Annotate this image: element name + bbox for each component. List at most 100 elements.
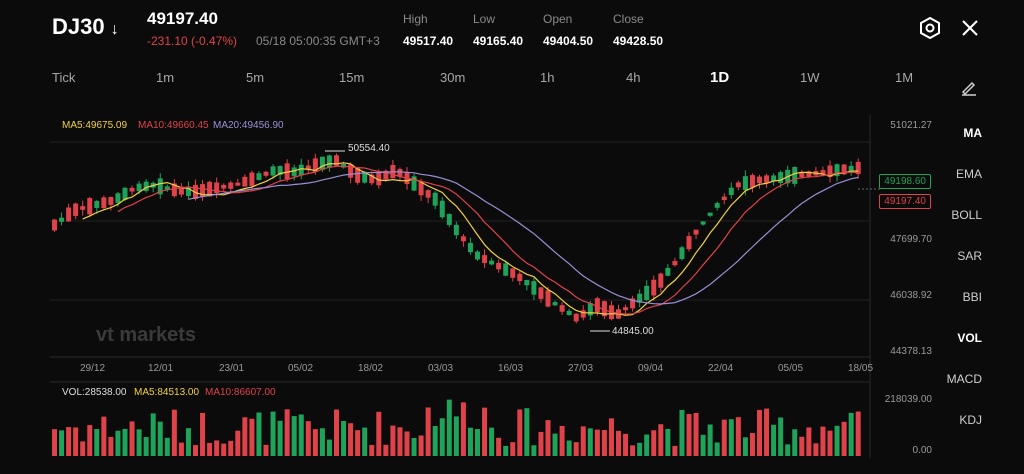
- candle: [355, 168, 361, 183]
- close-icon[interactable]: [959, 17, 981, 44]
- tab-1m[interactable]: 1m: [156, 70, 175, 85]
- volume-bar: [193, 445, 198, 456]
- candle: [446, 214, 452, 225]
- symbol-title[interactable]: DJ30 ↓: [52, 14, 119, 40]
- candle: [566, 310, 572, 316]
- volume-bar: [214, 440, 220, 456]
- volume-bar: [143, 437, 149, 456]
- indicator-vol[interactable]: VOL: [957, 331, 982, 345]
- tab-4h[interactable]: 4h: [626, 70, 641, 85]
- candle: [672, 260, 678, 266]
- volume-bar: [785, 444, 791, 456]
- candle: [439, 200, 445, 218]
- candle: [778, 172, 784, 184]
- candle: [771, 175, 777, 182]
- watermark-logo: vt markets: [96, 324, 197, 346]
- indicator-boll[interactable]: BOLL: [951, 208, 982, 222]
- volume-bar: [545, 420, 551, 456]
- vol-ma5-legend: MA5:84513.00: [134, 387, 200, 398]
- y-axis-label: 44378.13: [890, 346, 932, 357]
- x-axis-label: 05/05: [778, 363, 804, 374]
- volume-bar: [115, 430, 121, 456]
- y-axis-label: 51021.27: [890, 120, 932, 131]
- price-change: -231.10 (-0.47%): [147, 34, 238, 48]
- volume-bar: [52, 429, 57, 456]
- tab-1mo[interactable]: 1M: [895, 70, 914, 85]
- x-axis-label: 22/04: [708, 363, 734, 374]
- volume-bar: [665, 428, 671, 456]
- volume-bar: [630, 445, 636, 456]
- candle: [383, 170, 389, 180]
- tab-5m[interactable]: 5m: [246, 70, 265, 85]
- candle: [101, 197, 107, 209]
- volume-bar: [66, 427, 72, 456]
- candle: [601, 301, 607, 317]
- volume-bar: [432, 425, 438, 456]
- volume-bar: [531, 445, 537, 456]
- volume-bar: [200, 412, 206, 456]
- high-label: High: [403, 12, 428, 26]
- candle: [806, 171, 812, 177]
- candle: [319, 156, 325, 170]
- volume-bar: [482, 407, 488, 456]
- y-axis-label: 46038.92: [890, 290, 932, 301]
- volume-bar: [460, 402, 466, 456]
- volume-bar: [341, 421, 347, 456]
- indicator-macd[interactable]: MACD: [946, 372, 982, 386]
- volume-bar: [418, 435, 424, 456]
- volume-bar: [616, 430, 621, 456]
- candle: [397, 168, 403, 177]
- tab-30m[interactable]: 30m: [440, 70, 466, 85]
- vol-y-top: 218039.00: [884, 394, 932, 405]
- x-axis-label: 12/01: [148, 363, 174, 374]
- volume-bar: [496, 437, 502, 456]
- candle: [559, 305, 565, 312]
- volume-bar: [164, 437, 170, 456]
- tab-1w[interactable]: 1W: [800, 70, 820, 85]
- candle: [171, 183, 177, 197]
- candle: [277, 166, 283, 175]
- candle: [425, 190, 431, 198]
- volume-bar: [637, 442, 643, 456]
- settings-icon[interactable]: [918, 16, 942, 45]
- symbol-label: DJ30: [52, 14, 105, 39]
- candle: [841, 164, 847, 175]
- volume-bar: [749, 433, 755, 456]
- volume-bar: [425, 407, 431, 456]
- volume-bar: [312, 429, 318, 456]
- x-axis-label: 27/03: [568, 363, 594, 374]
- indicator-kdj[interactable]: KDJ: [959, 413, 982, 427]
- volume-bar: [467, 427, 473, 456]
- candle: [305, 165, 311, 170]
- candle: [326, 155, 332, 168]
- tab-1d[interactable]: 1D: [710, 69, 730, 86]
- indicator-ma[interactable]: MA: [963, 126, 982, 140]
- draw-pen-icon[interactable]: [960, 78, 978, 101]
- volume-bar: [735, 417, 741, 456]
- candle: [207, 181, 213, 197]
- volume-bar: [108, 436, 114, 456]
- volume-bar: [73, 427, 79, 456]
- volume-bar: [256, 412, 262, 456]
- volume-bar: [59, 430, 65, 456]
- volume-bar: [411, 438, 417, 456]
- candle: [665, 267, 671, 276]
- volume-bar: [834, 425, 840, 456]
- candle: [855, 161, 861, 175]
- volume-bar: [503, 445, 509, 456]
- tab-15m[interactable]: 15m: [339, 70, 365, 85]
- indicator-ema[interactable]: EMA: [955, 167, 982, 181]
- indicator-bbi[interactable]: BBI: [962, 290, 982, 304]
- candle: [693, 229, 699, 235]
- volume-bar: [326, 439, 332, 456]
- volume-bar: [799, 436, 805, 456]
- indicator-sar[interactable]: SAR: [957, 249, 982, 263]
- timestamp: 05/18 05:00:35 GMT+3: [256, 34, 380, 48]
- ma20-line: [188, 171, 859, 305]
- close-value: 49428.50: [613, 34, 664, 48]
- volume-bar: [679, 409, 685, 456]
- volume-bar: [672, 445, 678, 456]
- tab-1h[interactable]: 1h: [540, 70, 555, 85]
- tab-tick[interactable]: Tick: [52, 70, 76, 85]
